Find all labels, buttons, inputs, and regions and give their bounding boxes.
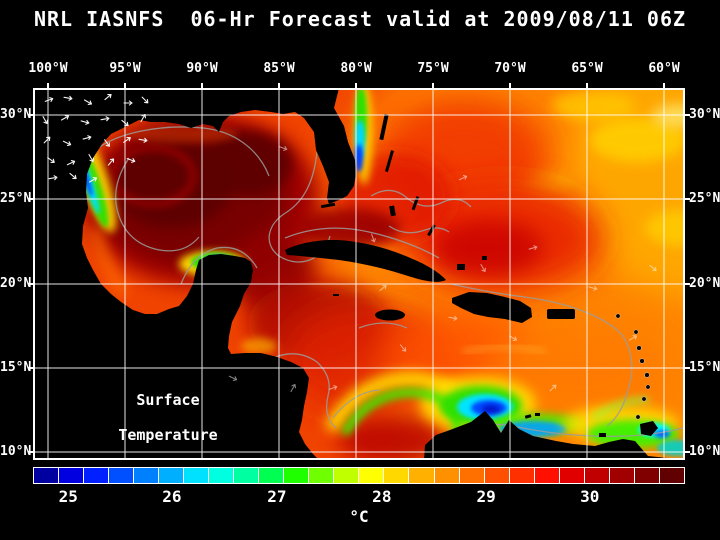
lon-tick-label: 75°W (417, 61, 449, 76)
colorbar-segment (658, 468, 684, 483)
colorbar-segment (58, 468, 84, 483)
bahamas (457, 264, 465, 270)
florida-keys (320, 202, 336, 209)
colorbar-segment (583, 468, 609, 483)
lon-tick-label: 100°W (28, 61, 68, 76)
bahamas (379, 113, 389, 141)
colorbar-segment (558, 468, 584, 483)
colorbar-segment (208, 468, 234, 483)
lat-tick-label: 30°N (0, 107, 32, 122)
lat-tick-label: 15°N (0, 360, 32, 375)
colorbar-tick-label: 28 (372, 487, 392, 506)
lon-axis: 100°W 95°W 90°W 85°W 80°W 75°W 70°W 65°W 60°W (28, 61, 685, 81)
bonaire (535, 413, 540, 416)
lon-tick-label: 85°W (263, 61, 295, 76)
bahamas (411, 196, 420, 211)
colorbar-segment (458, 468, 484, 483)
map-frame (28, 83, 690, 460)
cozumel (249, 272, 252, 278)
lon-tick-label: 60°W (648, 61, 680, 76)
sst-map-svg (28, 83, 690, 460)
figure-title: NRL IASNFS 06-Hr Forecast valid at 2009/… (33, 7, 687, 31)
colorbar-segment (333, 468, 359, 483)
colorbar-ticks: 25 26 27 28 29 30 (33, 487, 685, 506)
bahamas (385, 150, 394, 173)
colorbar-segment (533, 468, 559, 483)
lat-tick-label: 25°N (0, 191, 32, 206)
lon-tick-label: 95°W (109, 61, 141, 76)
puerto-rico (547, 309, 575, 319)
axis-ticks (28, 83, 690, 453)
annotation-temperature: Temperature (118, 426, 218, 444)
curacao (524, 414, 532, 419)
colorbar-tick-label: 26 (162, 487, 182, 506)
bahamas (427, 224, 436, 237)
margarita (599, 433, 606, 437)
colorbar-segment (183, 468, 209, 483)
trinidad (640, 421, 658, 436)
annotation-surface: Surface (136, 391, 200, 409)
lon-tick-label: 70°W (494, 61, 526, 76)
contour-lines (90, 126, 684, 437)
jamaica (375, 309, 405, 321)
colorbar-segment (358, 468, 384, 483)
south-america (424, 411, 685, 460)
colorbar-segment (608, 468, 634, 483)
lon-tick-label: 90°W (186, 61, 218, 76)
colorbar-tick-label: 25 (58, 487, 78, 506)
colorbar-segment (133, 468, 159, 483)
cayman (333, 294, 339, 296)
colorbar-segment (158, 468, 184, 483)
colorbar-segment (108, 468, 134, 483)
colorbar-segment (408, 468, 434, 483)
lon-tick-label: 65°W (571, 61, 603, 76)
colorbar-segment (433, 468, 459, 483)
lesser-antilles (615, 313, 651, 420)
lat-tick-label: 10°N (0, 444, 32, 459)
colorbar-tick-label: 27 (267, 487, 287, 506)
hispaniola (452, 292, 532, 323)
turks-caicos (482, 256, 487, 260)
colorbar-segment (283, 468, 309, 483)
sst-field (33, 88, 685, 460)
colorbar-segment (508, 468, 534, 483)
colorbar-segment (233, 468, 259, 483)
lat-axis-right: 30°N 25°N 20°N 15°N 10°N (688, 88, 720, 460)
bahamas (389, 205, 396, 217)
colorbar-segment (633, 468, 659, 483)
lat-tick-label: 20°N (0, 276, 32, 291)
grid-lines (33, 88, 685, 460)
lat-tick-label: 30°N (689, 107, 720, 122)
colorbar-segment (258, 468, 284, 483)
colorbar-segment (83, 468, 109, 483)
colorbar-segment (383, 468, 409, 483)
colorbar-segment (308, 468, 334, 483)
colorbar-segment (34, 468, 59, 483)
land-masses (33, 88, 685, 460)
lat-tick-label: 10°N (689, 444, 720, 459)
colorbar-tick-label: 30 (580, 487, 600, 506)
lat-tick-label: 25°N (689, 191, 720, 206)
north-central-america (33, 88, 356, 460)
lat-axis-left: 30°N 25°N 20°N 15°N 10°N (0, 88, 31, 460)
colorbar-segment (483, 468, 509, 483)
cuba (285, 240, 446, 282)
colorbar-segments (33, 467, 685, 484)
colorbar-unit: °C (349, 507, 369, 526)
map-border (33, 88, 685, 460)
lon-tick-label: 80°W (340, 61, 372, 76)
lat-tick-label: 20°N (689, 276, 720, 291)
lat-tick-label: 15°N (689, 360, 720, 375)
colorbar-tick-label: 29 (476, 487, 496, 506)
